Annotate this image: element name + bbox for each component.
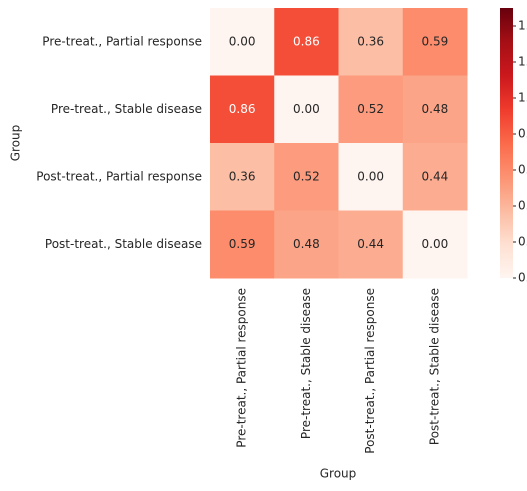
cell-label: 0.44 bbox=[357, 237, 384, 251]
colorbar-tick-label: 1.0 bbox=[518, 91, 527, 105]
cell-label: 0.36 bbox=[357, 34, 384, 48]
colorbar-tick-label: 0.0 bbox=[518, 271, 527, 285]
cell-label: 0.36 bbox=[229, 169, 256, 183]
colorbar-tick-label: 0.6 bbox=[518, 163, 527, 177]
cell-label: 0.00 bbox=[229, 34, 256, 48]
colorbar bbox=[500, 8, 513, 278]
y-tick-label: Post-treat., Partial response bbox=[36, 169, 202, 183]
cell-label: 0.52 bbox=[293, 169, 320, 183]
y-axis-label: Group bbox=[9, 125, 23, 162]
colorbar-tick-label: 0.2 bbox=[518, 235, 527, 249]
heatmap-cell bbox=[338, 8, 404, 76]
cell-label: 0.59 bbox=[422, 34, 449, 48]
cell-label: 0.86 bbox=[293, 34, 320, 48]
heatmap-cell bbox=[338, 210, 404, 279]
cell-label: 0.48 bbox=[293, 237, 320, 251]
heatmap-cell bbox=[274, 8, 339, 76]
cell-label: 0.59 bbox=[229, 237, 256, 251]
heatmap-cell bbox=[210, 143, 275, 211]
cell-label: 0.44 bbox=[422, 169, 449, 183]
colorbar-tick-label: 1.2 bbox=[518, 55, 527, 69]
cell-label: 0.48 bbox=[422, 102, 449, 116]
cell-label: 0.52 bbox=[357, 102, 384, 116]
heatmap-cell bbox=[274, 75, 339, 144]
colorbar-tick-label: 0.8 bbox=[518, 127, 527, 141]
y-tick-label: Post-treat., Stable disease bbox=[45, 237, 202, 251]
x-tick-label: Pre-treat., Partial response bbox=[235, 288, 249, 448]
x-tick-label: Pre-treat., Stable disease bbox=[299, 288, 313, 439]
colorbar-tick-label: 1.4 bbox=[518, 19, 527, 33]
heatmap-cell bbox=[210, 210, 275, 279]
x-axis-label: Group bbox=[320, 467, 357, 481]
heatmap-cell bbox=[338, 75, 404, 144]
heatmap-cell bbox=[338, 143, 404, 211]
heatmap-cell bbox=[274, 210, 339, 279]
heatmap-cell bbox=[402, 75, 468, 144]
heatmap-cell bbox=[402, 210, 468, 279]
heatmap-cell bbox=[402, 143, 468, 211]
x-tick-label: Post-treat., Stable disease bbox=[427, 288, 441, 445]
cell-label: 0.00 bbox=[422, 237, 449, 251]
cell-label: 0.86 bbox=[229, 102, 256, 116]
colorbar-tick-label: 0.4 bbox=[518, 199, 527, 213]
heatmap-cell bbox=[210, 8, 275, 76]
x-tick-label: Post-treat., Partial response bbox=[363, 288, 377, 454]
heatmap-cell bbox=[402, 8, 468, 76]
y-tick-label: Pre-treat., Stable disease bbox=[51, 102, 202, 116]
heatmap-cell bbox=[274, 143, 339, 211]
heatmap-cell bbox=[210, 75, 275, 144]
cell-label: 0.00 bbox=[357, 169, 384, 183]
cell-label: 0.00 bbox=[293, 102, 320, 116]
y-tick-label: Pre-treat., Partial response bbox=[42, 34, 202, 48]
